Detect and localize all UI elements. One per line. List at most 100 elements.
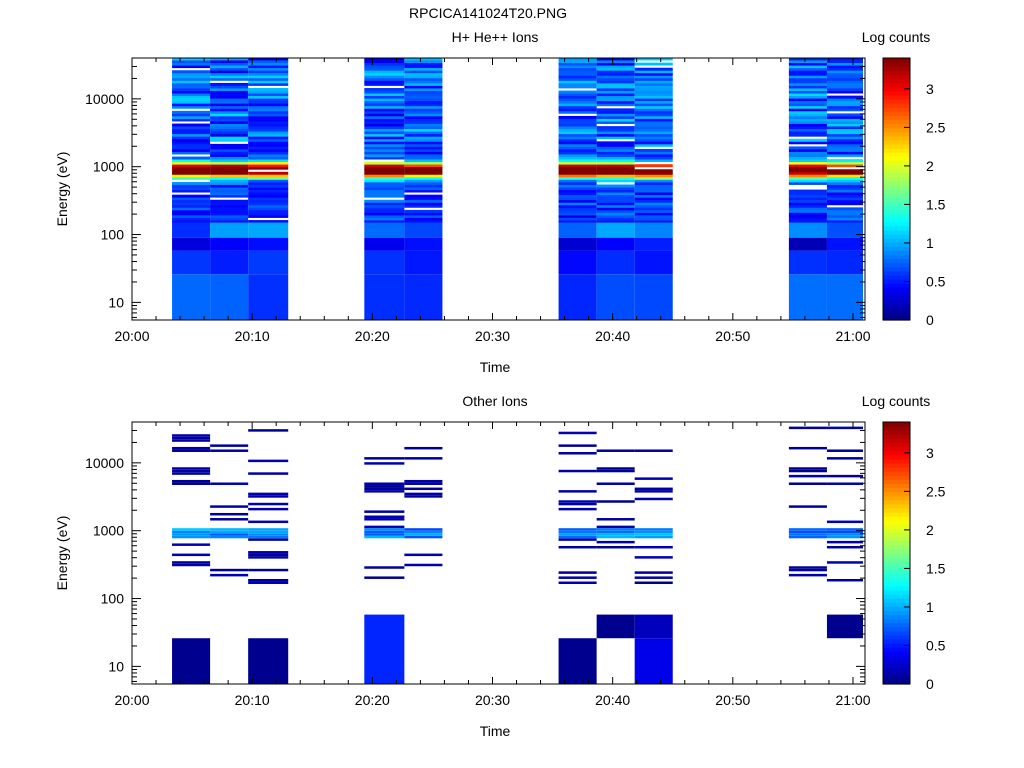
- heatmap-cell: [248, 128, 289, 132]
- heatmap-cell: [248, 581, 289, 585]
- heatmap-cell: [404, 202, 443, 206]
- heatmap-cell: [248, 533, 289, 536]
- colorbar-swatch: [883, 487, 910, 493]
- heatmap-cell: [826, 98, 863, 102]
- heatmap-cell: [558, 105, 597, 109]
- heatmap-cell: [210, 75, 249, 79]
- heatmap-cell: [364, 65, 405, 69]
- heatmap-cell: [210, 274, 249, 320]
- heatmap-cell: [172, 161, 211, 165]
- panel-title: Other Ions: [462, 393, 527, 409]
- heatmap-cell: [558, 469, 597, 473]
- heatmap-cell: [248, 207, 289, 211]
- heatmap-cell: [826, 159, 863, 163]
- heatmap-cell: [558, 72, 597, 76]
- colorbar-swatch: [883, 156, 910, 161]
- heatmap-cell: [210, 138, 249, 142]
- colorbar-swatch: [883, 270, 910, 276]
- heatmap-cell: [558, 90, 597, 94]
- heatmap-cell: [210, 115, 249, 119]
- heatmap-cell: [248, 65, 289, 69]
- heatmap-cell: [248, 141, 289, 145]
- heatmap-cell: [210, 90, 249, 94]
- heatmap-cell: [788, 204, 827, 208]
- heatmap-cell: [172, 60, 211, 64]
- heatmap-cell: [826, 161, 863, 165]
- heatmap-cell: [404, 72, 443, 76]
- heatmap-cell: [248, 75, 289, 79]
- heatmap-cell: [404, 123, 443, 127]
- heatmap-cell: [788, 113, 827, 117]
- heatmap-cell: [558, 237, 597, 251]
- heatmap-cell: [364, 136, 405, 140]
- heatmap-cell: [788, 194, 827, 198]
- heatmap-cell: [172, 58, 211, 61]
- x-tick-label: 20:30: [475, 328, 510, 344]
- colorbar-swatch: [883, 209, 910, 215]
- heatmap-cell: [210, 113, 249, 117]
- colorbar-swatch: [883, 98, 910, 104]
- heatmap-cell: [558, 103, 597, 107]
- x-tick-label: 20:20: [355, 328, 390, 344]
- heatmap-cell: [364, 156, 405, 160]
- heatmap-cell: [172, 184, 211, 188]
- heatmap-cell: [596, 148, 635, 152]
- heatmap-cell: [172, 436, 211, 440]
- heatmap-cell: [826, 194, 863, 198]
- heatmap-cell: [248, 492, 289, 496]
- heatmap-cell: [826, 67, 863, 71]
- heatmap-cell: [364, 90, 405, 94]
- heatmap-cell: [558, 123, 597, 127]
- heatmap-cell: [596, 98, 635, 102]
- heatmap-cell: [788, 133, 827, 137]
- heatmap-cell: [172, 533, 211, 536]
- ion-panel-h-he: H+ He++ Ions Log counts Energy (eV) Time…: [54, 29, 946, 375]
- heatmap-cell: [172, 446, 211, 450]
- heatmap-cell: [634, 638, 673, 684]
- colorbar-swatch: [883, 287, 910, 292]
- colorbar-tick-label: 0.5: [926, 273, 946, 289]
- heatmap-cell: [172, 131, 211, 135]
- heatmap-cell: [210, 161, 249, 165]
- heatmap-cell: [404, 487, 443, 491]
- heatmap-cell: [634, 220, 673, 223]
- colorbar-swatch: [883, 172, 910, 178]
- heatmap-cell: [558, 98, 597, 102]
- heatmap-cell: [404, 105, 443, 109]
- heatmap-cell: [172, 88, 211, 91]
- colorbar-swatch: [883, 475, 910, 480]
- colorbar-tick-label: 1: [926, 599, 934, 615]
- heatmap-cell: [248, 113, 289, 117]
- heatmap-cell: [210, 58, 249, 61]
- heatmap-cell: [172, 209, 211, 213]
- colorbar-swatch: [883, 66, 910, 71]
- heatmap-cell: [634, 535, 673, 539]
- colorbar-swatch: [883, 164, 910, 170]
- heatmap-cell: [634, 141, 673, 145]
- colorbar-swatch: [883, 303, 910, 309]
- heatmap-cell: [364, 217, 405, 221]
- y-tick-label: 10: [108, 294, 124, 310]
- heatmap-cell: [596, 100, 635, 104]
- heatmap-cell: [404, 138, 443, 142]
- heatmap-cell: [634, 274, 673, 320]
- colorbar-swatch: [883, 94, 910, 100]
- heatmap-cell: [826, 60, 863, 64]
- heatmap-cell: [788, 535, 827, 539]
- heatmap-cell: [826, 141, 863, 145]
- heatmap-cell: [558, 136, 597, 140]
- heatmap-cell: [248, 136, 289, 140]
- heatmap-cell: [404, 176, 443, 180]
- colorbar-swatch: [883, 62, 910, 67]
- heatmap-cell: [788, 70, 827, 74]
- heatmap-cell: [826, 530, 863, 534]
- heatmap-cell: [596, 72, 635, 76]
- heatmap-cell: [558, 490, 597, 493]
- colorbar-swatch: [883, 589, 910, 595]
- heatmap-cell: [826, 214, 863, 218]
- colorbar-tick-label: 2: [926, 522, 934, 538]
- heatmap-cell: [248, 143, 289, 147]
- heatmap-cell: [558, 189, 597, 193]
- heatmap-cell: [210, 148, 249, 152]
- heatmap-cell: [634, 77, 673, 81]
